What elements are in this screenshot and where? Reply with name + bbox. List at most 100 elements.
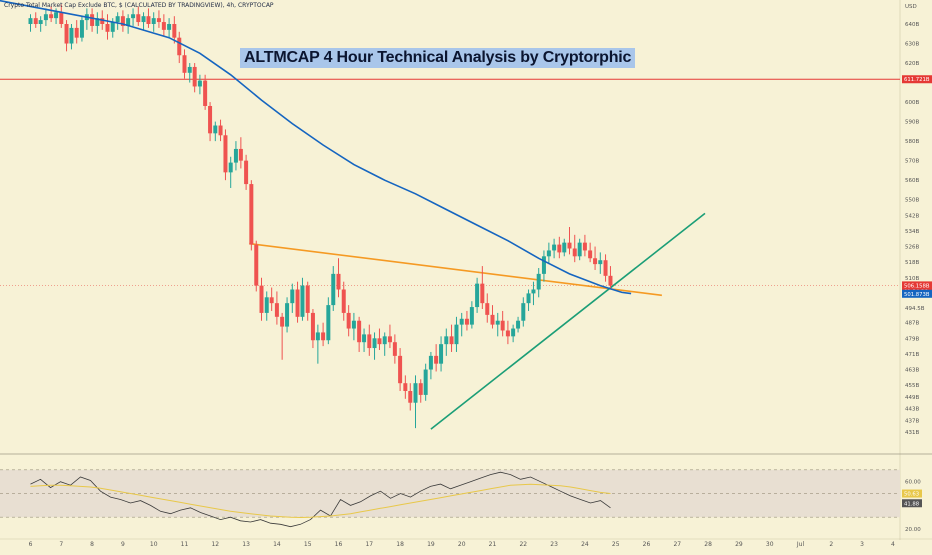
- candle-body: [141, 16, 146, 23]
- moving-average: [0, 0, 632, 295]
- candle-body: [38, 20, 43, 24]
- drawing-lines: [0, 78, 900, 430]
- candle-body: [408, 391, 413, 403]
- candle-body: [59, 12, 64, 24]
- candle-body: [608, 275, 613, 286]
- candle-body: [603, 260, 608, 276]
- candle-body: [572, 248, 577, 257]
- time-tick-label: 28: [704, 541, 712, 548]
- price-tick-label: 600B: [905, 100, 919, 106]
- time-tick-label: 20: [458, 541, 466, 548]
- candle-body: [182, 55, 187, 73]
- price-tick-label: 449B: [905, 395, 919, 401]
- candle-body: [490, 314, 495, 325]
- candle-body: [105, 24, 110, 32]
- candle-body: [264, 297, 269, 313]
- candle-body: [100, 18, 105, 24]
- candle-body: [326, 305, 331, 341]
- symbol-header: Crypto Total Market Cap Exclude BTC, $ (…: [4, 2, 274, 9]
- candle-body: [546, 250, 551, 257]
- time-tick-label: 17: [365, 541, 373, 548]
- price-tick-label: 471B: [905, 352, 919, 358]
- price-tag-bg: [902, 289, 932, 298]
- candle-body: [475, 283, 480, 308]
- candle-body: [459, 318, 464, 325]
- candle-body: [274, 303, 279, 317]
- candle-body: [536, 273, 541, 290]
- candle-body: [151, 18, 156, 24]
- rsi-tag-bg: [902, 499, 922, 508]
- rsi-line: [30, 471, 611, 528]
- candle-body: [521, 303, 526, 321]
- candle-body: [146, 16, 151, 24]
- candle-body: [223, 135, 228, 173]
- rsi-panel: [0, 469, 900, 528]
- candle-body: [577, 242, 582, 257]
- candle-body: [331, 273, 336, 306]
- candle-body: [295, 289, 300, 317]
- candle-body: [290, 289, 295, 304]
- time-tick-label: 13: [242, 541, 250, 548]
- candle-body: [485, 303, 490, 315]
- price-tick-label: 510B: [905, 276, 919, 282]
- candle-body: [567, 242, 572, 249]
- price-tick-label: 487B: [905, 321, 919, 327]
- price-scale-bg: [900, 0, 932, 550]
- candle-body: [336, 273, 341, 290]
- candle-body: [469, 307, 474, 325]
- price-tick-label: 560B: [905, 178, 919, 184]
- candle-body: [372, 338, 377, 349]
- axes: 640B 630B 620B 600B 590B 580B 570B 560B 550B 542B…: [29, 4, 932, 548]
- candle-body: [79, 20, 84, 38]
- candle-body: [392, 342, 397, 356]
- candle-body: [480, 283, 485, 304]
- price-tag-label: 506.158B: [904, 283, 930, 289]
- price-tick-label: 526B: [905, 245, 919, 251]
- candle-body: [233, 148, 238, 163]
- time-tick-label: 11: [181, 541, 189, 548]
- candle-body: [511, 328, 516, 337]
- time-tick-label: 10: [150, 541, 158, 548]
- price-tag-label: 501.873B: [904, 292, 930, 298]
- candle-body: [156, 18, 161, 23]
- candle-body: [208, 105, 213, 134]
- candle-body: [280, 316, 285, 327]
- candle-body: [449, 336, 454, 345]
- time-tick-label: 26: [643, 541, 651, 548]
- candle-body: [69, 27, 74, 44]
- time-tick-label: 23: [550, 541, 558, 548]
- candle-body: [74, 27, 79, 38]
- analysis-title: ALTMCAP 4 Hour Technical Analysis by Cry…: [240, 48, 636, 68]
- candle-body: [588, 250, 593, 259]
- candle-body: [218, 125, 223, 136]
- price-tick-label: 570B: [905, 159, 919, 165]
- time-tick-label: 30: [766, 541, 774, 548]
- candle-body: [305, 285, 310, 313]
- price-tick-label: 620B: [905, 61, 919, 67]
- candles: [28, 4, 613, 429]
- candle-body: [367, 334, 372, 349]
- candle-body: [541, 256, 546, 274]
- candle-body: [167, 24, 172, 30]
- candle-body: [131, 14, 136, 19]
- price-tick-label: 580B: [905, 139, 919, 145]
- candle-body: [439, 344, 444, 364]
- candle-body: [428, 355, 433, 370]
- candle-body: [254, 244, 259, 286]
- candle-body: [464, 318, 469, 325]
- time-tick-label: 6: [29, 541, 33, 548]
- price-tick-label: 437B: [905, 418, 919, 424]
- candle-body: [285, 303, 290, 327]
- candle-body: [321, 332, 326, 341]
- ascending-trendline: [430, 212, 706, 430]
- candle-body: [357, 320, 362, 343]
- candle-body: [505, 330, 510, 337]
- candle-body: [95, 18, 100, 26]
- time-tick-label: 7: [59, 541, 63, 548]
- time-tick-label: 3: [860, 541, 864, 548]
- price-tag-bg: [902, 281, 932, 290]
- candle-body: [531, 289, 536, 294]
- candle-body: [161, 22, 166, 30]
